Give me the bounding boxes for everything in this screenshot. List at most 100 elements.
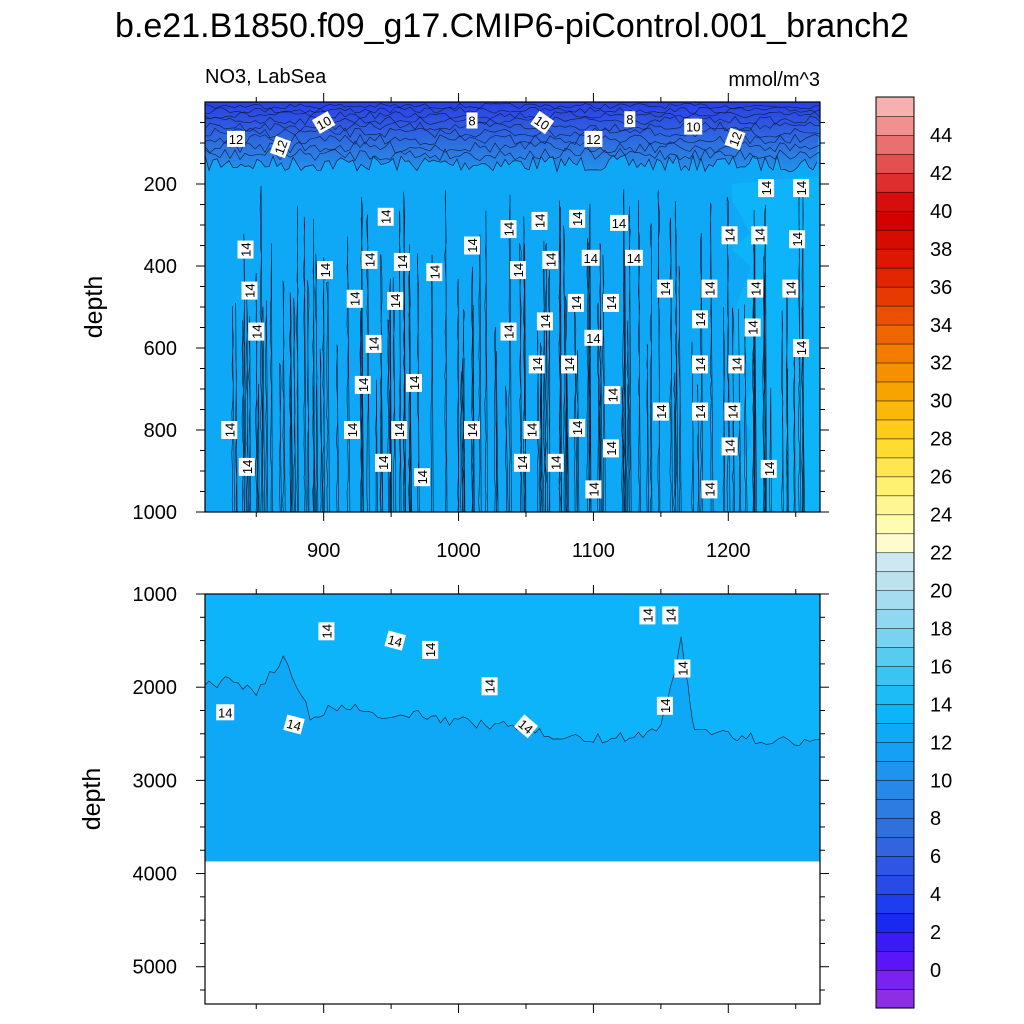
contour-label-text: 8 [626,112,633,127]
contour-label-box [793,179,810,198]
contour-label-box [656,279,673,298]
contour-label: 14 [361,250,378,269]
contour-label-text: 14 [395,255,410,269]
contour-label-text: 14 [388,294,403,308]
y-tick-label: 800 [144,420,177,442]
contour-label: 14 [604,386,621,405]
contour-label: 14 [531,211,548,230]
colorbar: 0246810121416182022242628303234363840424… [875,96,952,1009]
contour-label-box [523,421,540,439]
contour-label-text: 14 [502,222,517,236]
contour-label-box [547,453,564,472]
contour-label-text: 12 [726,130,745,149]
x-tick-label: 1000 [436,540,481,562]
contour-label-box [584,329,603,346]
contour-label-box [581,249,600,266]
contour-label-text: 14 [725,404,740,418]
upper-y-axis-label: depth [80,276,108,339]
contour-label-box [751,226,768,245]
contour-14-spike [265,300,269,512]
contour-label-text: 14 [752,228,767,242]
colorbar-swatch [875,514,915,535]
contour-14-spike [558,200,562,512]
contour-label-box [701,480,718,499]
contour-label-text: 14 [762,462,777,476]
contour-label-box [692,310,708,329]
contour-14-spike [646,343,649,512]
colorbar-swatch [875,191,915,212]
contour-label: 14 [317,261,333,280]
contour-14-spike [769,387,772,512]
contour-label: 14 [789,230,806,249]
contour-label: 14 [581,249,600,266]
contour-14-spike [496,350,499,512]
contour-label-box [406,373,422,392]
lower-y-axis-label: depth [78,768,106,831]
contour-label-text: 14 [318,263,333,277]
contour-label: 14 [652,402,669,421]
contour-label-text: 14 [367,337,382,351]
colorbar-swatch [875,950,915,971]
contour-14-spike [691,341,694,512]
contour-label: 14 [238,457,255,476]
contour-label: 14 [464,236,480,255]
contour-label: 14 [569,209,586,228]
colorbar-swatch [875,153,915,174]
contour-14-spike [657,189,661,512]
contour-label-text: 14 [524,423,539,437]
contour-14-spike [621,387,625,512]
contour-label-text: 14 [423,643,438,657]
colorbar-swatch [875,742,915,762]
contour-label-box [747,279,764,298]
contour-14-spike [478,234,482,512]
contour-label-box [500,322,517,341]
contour-label-text: 14 [658,281,673,295]
contour-label-text: 14 [538,314,553,328]
contour-label-box [221,421,238,439]
contour-label: 14 [509,261,526,280]
contour-label-box [375,453,391,472]
contour-14-spike [462,309,466,512]
contour-label-box [414,468,431,487]
contour-label: 14 [751,226,768,245]
contour-label-box [692,402,708,421]
contour-label: 14 [426,263,443,282]
contour-14-spike [722,306,726,512]
contour-label: 14 [248,322,265,341]
contour-label: 14 [793,339,810,357]
contour-label-box [721,437,738,456]
contour-14-spike [539,361,543,512]
contour-14-spike [753,225,756,512]
contour-label-text: 14 [345,423,360,437]
contour-14-spike [375,379,378,512]
contour-label-text: 14 [376,456,391,470]
contour-14-spike [674,200,679,512]
contour-label-text: 14 [586,331,600,346]
contour-label-text: 14 [702,281,717,295]
contour-label: 14 [241,281,258,300]
colorbar-label: 28 [930,429,952,451]
contour-label: 14 [656,696,673,715]
contour-label-text: 14 [790,232,805,246]
contour-label: 12 [227,130,245,147]
contour-label: 12 [269,135,292,159]
colorbar-label: 40 [930,201,952,223]
contour-label-box [391,421,408,439]
contour-label-box [384,630,406,651]
upper-axis-ticks: 900 1000 1100 1200 200 400 600 800 1000 [133,93,829,562]
contour-label-text: 14 [363,253,378,267]
contour-14-spike [282,280,286,512]
contour-14-spike [459,371,463,512]
contour-label: 14 [406,373,422,392]
contour-label: 14 [375,453,391,472]
colorbar-swatch [875,96,915,117]
contour-label-box [639,606,656,625]
colorbar-label: 8 [930,808,941,830]
contour-label-box [721,226,738,245]
contour-label-text: 14 [729,357,744,371]
contour-label-box [724,402,741,421]
contour-label-text: 12 [586,132,600,147]
contour-label: 14 [283,714,305,735]
colorbar-label: 12 [930,732,952,754]
colorbar-swatch [875,210,915,231]
